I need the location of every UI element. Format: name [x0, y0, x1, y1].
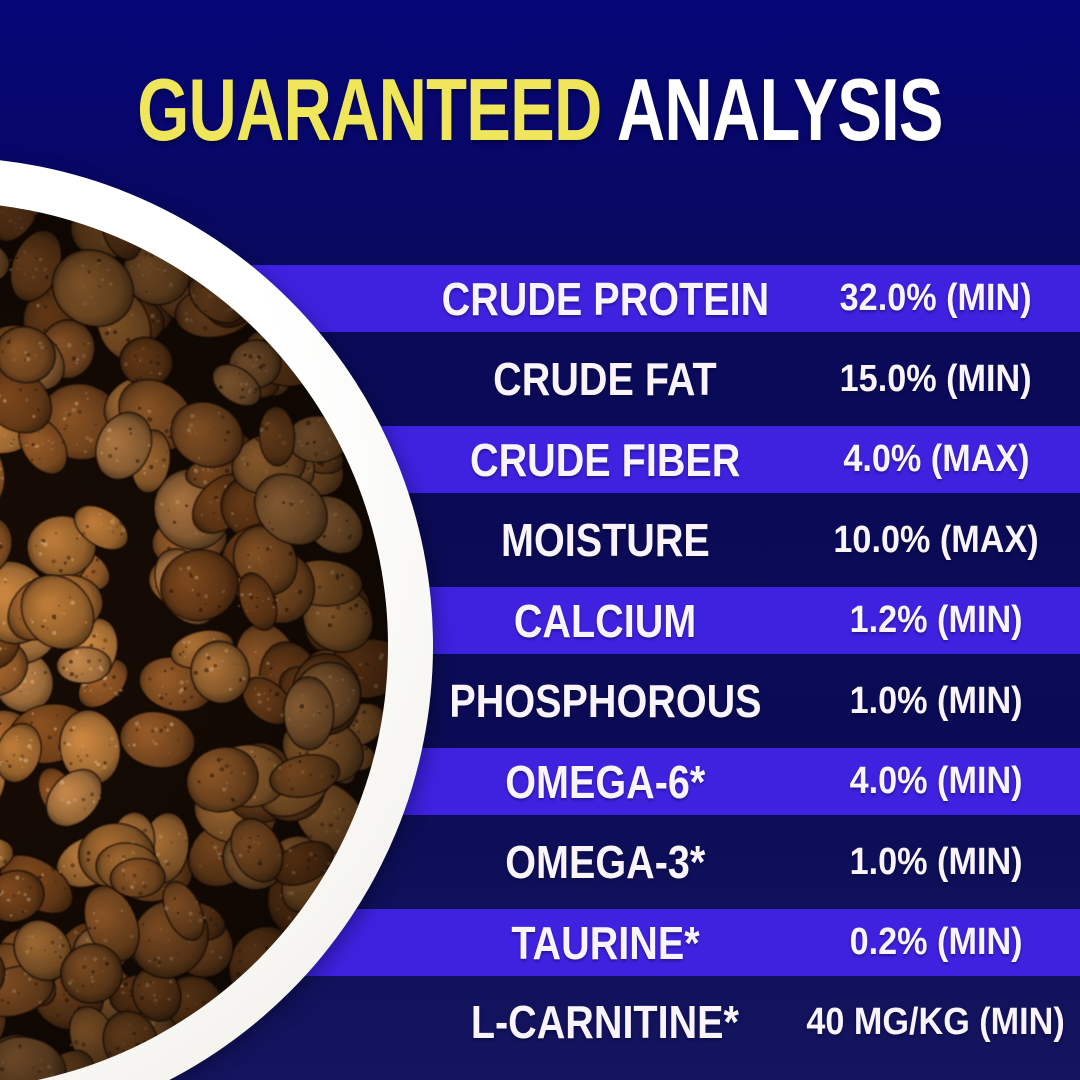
- nutrient-name: CRUDE FAT: [493, 353, 717, 405]
- row-omega-3: OMEGA-3* 1.0% (MIN): [0, 815, 1080, 909]
- row-crude-fat: CRUDE FAT 15.0% (MIN): [0, 332, 1080, 426]
- row-phosphorous: PHOSPHOROUS 1.0% (MIN): [0, 654, 1080, 748]
- nutrient-name: OMEGA-3*: [504, 836, 706, 888]
- nutrient-value: 4.0% (MAX): [842, 438, 1030, 480]
- nutrient-value: 1.2% (MIN): [849, 599, 1023, 641]
- nutrient-name: CRUDE PROTEIN: [441, 272, 769, 325]
- nutrient-name: MOISTURE: [500, 514, 710, 566]
- nutrient-name: OMEGA-6*: [504, 755, 706, 808]
- row-l-carnitine: L-CARNITINE* 40 MG/KG (MIN): [0, 976, 1080, 1068]
- title-word-analysis: ANALYSIS: [616, 60, 944, 159]
- nutrient-value: 4.0% (MIN): [849, 760, 1023, 802]
- row-moisture: MOISTURE 10.0% (MAX): [0, 493, 1080, 587]
- title-word-guaranteed: GUARANTEED: [137, 60, 602, 159]
- nutrient-value: 1.0% (MIN): [849, 840, 1023, 883]
- nutrient-value: 10.0% (MAX): [833, 518, 1039, 561]
- nutrient-name: TAURINE*: [510, 916, 700, 969]
- nutrient-value: 32.0% (MIN): [840, 277, 1032, 319]
- nutrient-name: CRUDE FIBER: [469, 433, 741, 486]
- nutrient-value: 15.0% (MIN): [840, 357, 1032, 400]
- page-title: GUARANTEED ANALYSIS: [0, 66, 1080, 154]
- nutrient-name: CALCIUM: [513, 594, 697, 647]
- nutrient-value: 40 MG/KG (MIN): [806, 1000, 1066, 1043]
- nutrient-name: L-CARNITINE*: [470, 996, 740, 1048]
- nutrient-name: PHOSPHOROUS: [448, 675, 762, 727]
- nutrient-value: 1.0% (MIN): [849, 679, 1023, 722]
- nutrient-value: 0.2% (MIN): [849, 921, 1023, 963]
